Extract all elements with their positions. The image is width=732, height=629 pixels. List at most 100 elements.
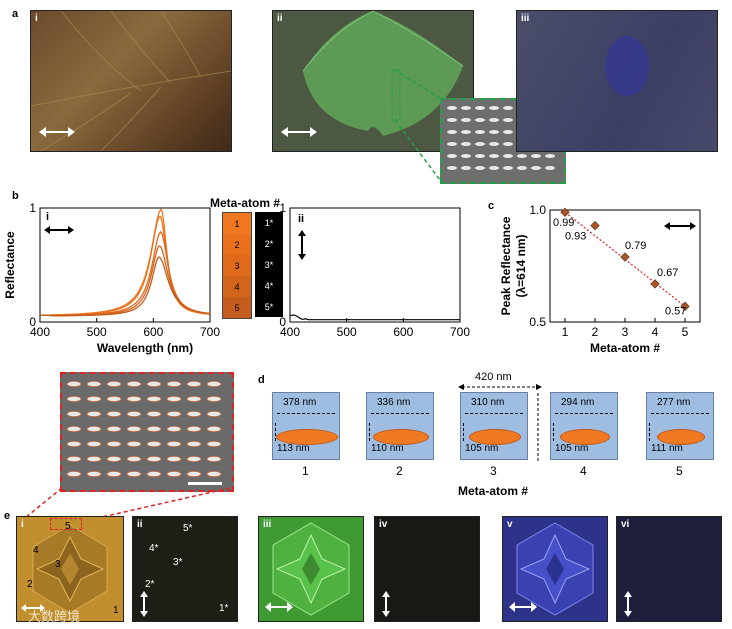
data-label: 0.93 <box>565 231 586 243</box>
x-tick-label: 4 <box>652 325 659 339</box>
double-arrow-vertical-icon <box>298 230 306 260</box>
meta-atom-sem <box>186 441 202 448</box>
meta-atom-sem <box>166 395 182 402</box>
panel-label-d: d <box>258 374 265 386</box>
meta-atom-sem <box>106 426 122 433</box>
atom-number-label: 5 <box>676 464 683 478</box>
legend-title-b: Meta-atom # <box>210 196 281 210</box>
zoom-lines-a <box>391 69 441 181</box>
atom-height-label: 111 nm <box>651 443 683 454</box>
meta-atom-ellipse <box>373 429 429 445</box>
x-tick-label: 1 <box>562 325 569 339</box>
height-arrow-icon <box>553 423 554 441</box>
data-point <box>620 252 630 262</box>
region-label-3-star: 3* <box>173 557 183 568</box>
colorbar-cell-4: 4 <box>223 276 251 297</box>
meta-atom-sem <box>106 441 122 448</box>
meta-atom-sem <box>66 471 82 478</box>
meta-atom-sem <box>66 426 82 433</box>
period-label: 420 nm <box>475 371 512 383</box>
double-arrow-horizontal-icon <box>21 604 45 612</box>
arrow-head <box>298 230 306 236</box>
y-tick-label: 1.0 <box>529 203 546 217</box>
arrow-head <box>298 254 306 260</box>
meta-atom-sem <box>66 441 82 448</box>
photo-e-vi: vi <box>616 516 722 622</box>
meta-atom-sem <box>86 381 102 387</box>
data-label: 0.99 <box>553 217 574 229</box>
photo-a-ii: ii <box>272 10 474 152</box>
data-point <box>590 221 600 231</box>
sub-label-e-v: v <box>507 519 513 530</box>
double-arrow-horizontal-icon <box>39 127 75 137</box>
meta-atom-box-2: 336 nm 110 nm <box>366 392 434 460</box>
colorbar-cell-5: 5 <box>223 297 251 318</box>
meta-atom-ellipse <box>276 429 338 445</box>
meta-atom-sem <box>66 395 82 402</box>
region-label-4: 4 <box>33 545 39 556</box>
meta-atom-sem <box>186 426 202 433</box>
meta-atom-sem <box>106 411 122 418</box>
colorbar-cell-3: 3 <box>223 255 251 276</box>
sub-label-e-ii: ii <box>137 519 143 530</box>
region-label-1: 1 <box>113 605 119 616</box>
meta-atom-sem <box>146 381 162 387</box>
plot-frame <box>289 207 461 323</box>
meta-atom-sem <box>206 456 222 463</box>
y-tick-label: 1 <box>29 201 36 215</box>
atom-number-label: 3 <box>490 464 497 478</box>
photo-a-iii: iii <box>516 10 718 152</box>
atom-height-label: 110 nm <box>371 443 404 454</box>
meta-atom-sem <box>186 456 202 463</box>
blue-leaf-graphic <box>605 36 649 96</box>
arrow-head <box>664 222 670 230</box>
atom-width-label: 294 nm <box>561 397 595 408</box>
meta-atom-sem <box>126 381 142 387</box>
meta-atom-sem <box>186 411 202 418</box>
meta-atom-sem <box>106 395 122 402</box>
meta-atom-sem <box>126 426 142 433</box>
meta-atom-sem <box>86 456 102 463</box>
chart-b-ii: 400 500 600 700 0 1 ii <box>279 201 470 339</box>
meta-atom-sem <box>166 441 182 448</box>
width-arrow-icon <box>277 413 335 414</box>
region-label-2: 2 <box>27 579 33 590</box>
photo-e-iii: iii <box>258 516 364 622</box>
meta-atom-sem <box>66 381 82 387</box>
sub-label-a-ii: ii <box>277 13 283 24</box>
atom-height-label: 113 nm <box>277 443 310 454</box>
x-tick-label: 2 <box>592 325 599 339</box>
star-pattern-graphic <box>259 517 363 621</box>
colorbar-cell-5*: 5* <box>264 301 274 312</box>
meta-atom-sem <box>166 471 182 478</box>
data-point <box>560 207 570 217</box>
meta-atom-sem <box>126 456 142 463</box>
x-tick-label: 5 <box>682 325 689 339</box>
meta-atom-box-5: 277 nm 111 nm <box>646 392 714 460</box>
atom-number-label: 1 <box>302 464 309 478</box>
panel-label-b: b <box>12 190 19 202</box>
colorbar-black: 1* 2* 3* 4* 5* <box>255 212 283 317</box>
y-tick-label: 0 <box>29 315 36 329</box>
meta-atom-sem <box>146 411 162 418</box>
region-label-1-star: 1* <box>219 603 229 614</box>
double-arrow-horizontal-icon <box>509 602 537 612</box>
meta-atom-sem <box>166 381 182 387</box>
meta-atom-sem <box>186 381 202 387</box>
meta-atom-sem <box>66 456 82 463</box>
x-tick-label: 3 <box>622 325 629 339</box>
width-arrow-icon <box>371 413 429 414</box>
colorbar-cell-2: 2 <box>223 234 251 255</box>
data-point <box>680 301 690 311</box>
leaf-veins-graphic <box>31 11 231 151</box>
meta-atom-sem <box>126 395 142 402</box>
meta-atom-sem <box>126 441 142 448</box>
y-axis-label-2: (λ=614 nm) <box>514 234 528 297</box>
series-line-star <box>289 314 460 321</box>
meta-atom-sem <box>146 471 162 478</box>
x-tick-label: 700 <box>450 325 470 339</box>
series-line-3 <box>40 230 211 317</box>
meta-atom-sem <box>166 456 182 463</box>
sem-image-d <box>60 372 234 492</box>
